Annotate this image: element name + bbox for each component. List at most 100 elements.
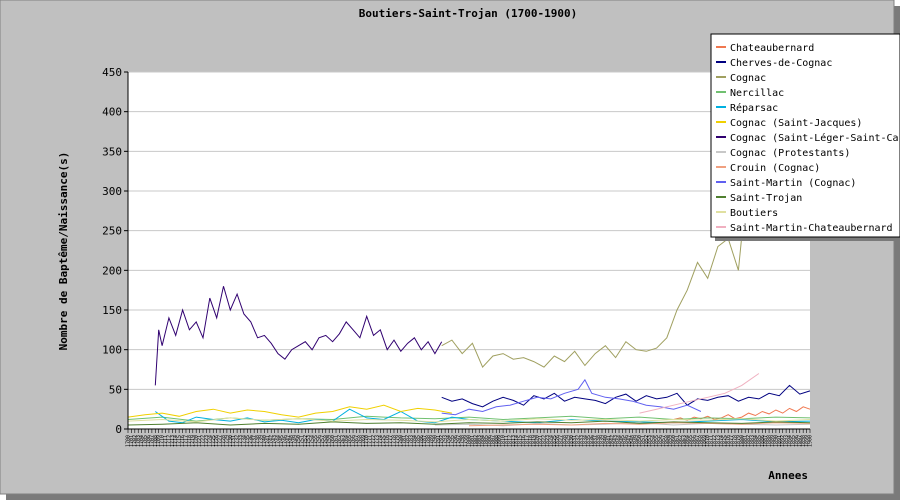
x-tick-label: 1888: [767, 435, 773, 447]
x-tick-label: 1815: [518, 435, 524, 447]
x-tick-label: 1805: [484, 435, 490, 447]
x-axis-ticks: 1700170117021703170417051706170717081709…: [126, 429, 814, 447]
x-tick-label: 1777: [388, 435, 394, 447]
x-tick-label: 1751: [299, 435, 305, 447]
x-tick-label: 1786: [419, 435, 425, 447]
x-tick-label: 1806: [487, 435, 493, 447]
x-tick-label: 1798: [460, 435, 466, 447]
x-tick-label: 1807: [490, 435, 496, 447]
x-tick-label: 1821: [538, 435, 544, 447]
x-tick-label: 1762: [337, 435, 343, 447]
x-tick-label: 1837: [593, 435, 599, 447]
x-tick-label: 1756: [316, 435, 322, 447]
x-tick-label: 1811: [504, 435, 510, 447]
x-tick-label: 1889: [770, 435, 776, 447]
x-tick-label: 1857: [661, 435, 667, 447]
x-tick-label: 1812: [507, 435, 513, 447]
x-tick-label: 1770: [364, 435, 370, 447]
x-tick-label: 1832: [576, 435, 582, 447]
x-tick-label: 1746: [282, 435, 288, 447]
y-tick-label: 50: [109, 383, 122, 396]
x-tick-label: 1897: [797, 435, 803, 447]
y-tick-label: 0: [115, 423, 122, 436]
x-tick-label: 1803: [477, 435, 483, 447]
x-tick-label: 1731: [231, 435, 237, 447]
x-tick-label: 1860: [671, 435, 677, 447]
y-tick-label: 200: [102, 264, 122, 277]
legend-box: [710, 33, 900, 238]
x-tick-label: 1730: [228, 435, 234, 447]
legend-items: Chateaubernard Cherves-de-Cognac Cognac Ner…: [716, 43, 900, 234]
x-tick-label: 1868: [698, 435, 704, 447]
x-tick-label: 1822: [542, 435, 548, 447]
x-tick-label: 1785: [415, 435, 421, 447]
x-tick-label: 1736: [248, 435, 254, 447]
x-tick-label: 1763: [340, 435, 346, 447]
x-tick-label: 1766: [351, 435, 357, 447]
x-tick-label: 1828: [562, 435, 568, 447]
x-tick-label: 1758: [323, 435, 329, 447]
x-tick-label: 1733: [238, 435, 244, 447]
x-tick-label: 1886: [760, 435, 766, 447]
x-tick-label: 1721: [197, 435, 203, 447]
x-tick-label: 1772: [371, 435, 377, 447]
x-tick-label: 1734: [241, 435, 247, 447]
x-tick-label: 1726: [214, 435, 220, 447]
x-tick-label: 1870: [705, 435, 711, 447]
x-tick-label: 1813: [511, 435, 517, 447]
x-tick-label: 1718: [187, 435, 193, 447]
x-tick-label: 1880: [739, 435, 745, 447]
x-tick-label: 1716: [180, 435, 186, 447]
legend-label: Saint-Martin-Chateaubernard: [730, 223, 893, 234]
x-tick-label: 1883: [750, 435, 756, 447]
x-tick-label: 1712: [166, 435, 172, 447]
x-tick-label: 1861: [675, 435, 681, 447]
x-tick-label: 1708: [153, 435, 159, 447]
x-tick-label: 1780: [398, 435, 404, 447]
series-line-2: [441, 165, 770, 369]
x-tick-label: 1865: [688, 435, 694, 447]
grid-lines: [128, 71, 810, 390]
x-tick-label: 1747: [286, 435, 292, 447]
x-tick-label: 1895: [790, 435, 796, 447]
x-tick-label: 1898: [801, 435, 807, 447]
x-tick-label: 1742: [269, 435, 275, 447]
x-tick-label: 1876: [726, 435, 732, 447]
x-tick-label: 1769: [361, 435, 367, 447]
x-tick-label: 1774: [378, 435, 384, 447]
x-tick-label: 1743: [272, 435, 278, 447]
legend-label: Cognac: [730, 73, 766, 84]
x-tick-label: 1737: [252, 435, 258, 447]
x-tick-label: 1722: [201, 435, 207, 447]
x-tick-label: 1862: [678, 435, 684, 447]
x-tick-label: 1761: [334, 435, 340, 447]
x-tick-label: 1791: [436, 435, 442, 447]
x-tick-label: 1767: [354, 435, 360, 447]
x-tick-label: 1849: [634, 435, 640, 447]
x-tick-label: 1810: [501, 435, 507, 447]
x-tick-label: 1809: [497, 435, 503, 447]
x-tick-label: 1871: [709, 435, 715, 447]
x-tick-label: 1846: [623, 435, 629, 447]
x-tick-label: 1738: [255, 435, 261, 447]
x-tick-label: 1740: [262, 435, 268, 447]
y-tick-label: 250: [102, 225, 122, 238]
x-tick-label: 1891: [777, 435, 783, 447]
x-tick-label: 1795: [449, 435, 455, 447]
series-line-6: [154, 286, 443, 386]
x-tick-label: 1826: [555, 435, 561, 447]
x-tick-label: 1859: [668, 435, 674, 447]
x-tick-label: 1834: [582, 435, 588, 447]
x-tick-label: 1709: [156, 435, 162, 447]
legend-label: Cherves-de-Cognac: [730, 58, 832, 69]
y-axis-label: Nombre de Baptême/Naissance(s): [57, 152, 70, 351]
x-tick-label: 1882: [746, 435, 752, 447]
x-tick-label: 1775: [381, 435, 387, 447]
legend-label: Cognac (Saint-Léger-Saint-Cap: [730, 132, 900, 144]
x-tick-label: 1732: [235, 435, 241, 447]
x-tick-label: 1704: [139, 435, 145, 447]
x-tick-label: 1727: [218, 435, 224, 447]
x-tick-label: 1784: [412, 435, 418, 447]
y-tick-label: 300: [102, 185, 122, 198]
